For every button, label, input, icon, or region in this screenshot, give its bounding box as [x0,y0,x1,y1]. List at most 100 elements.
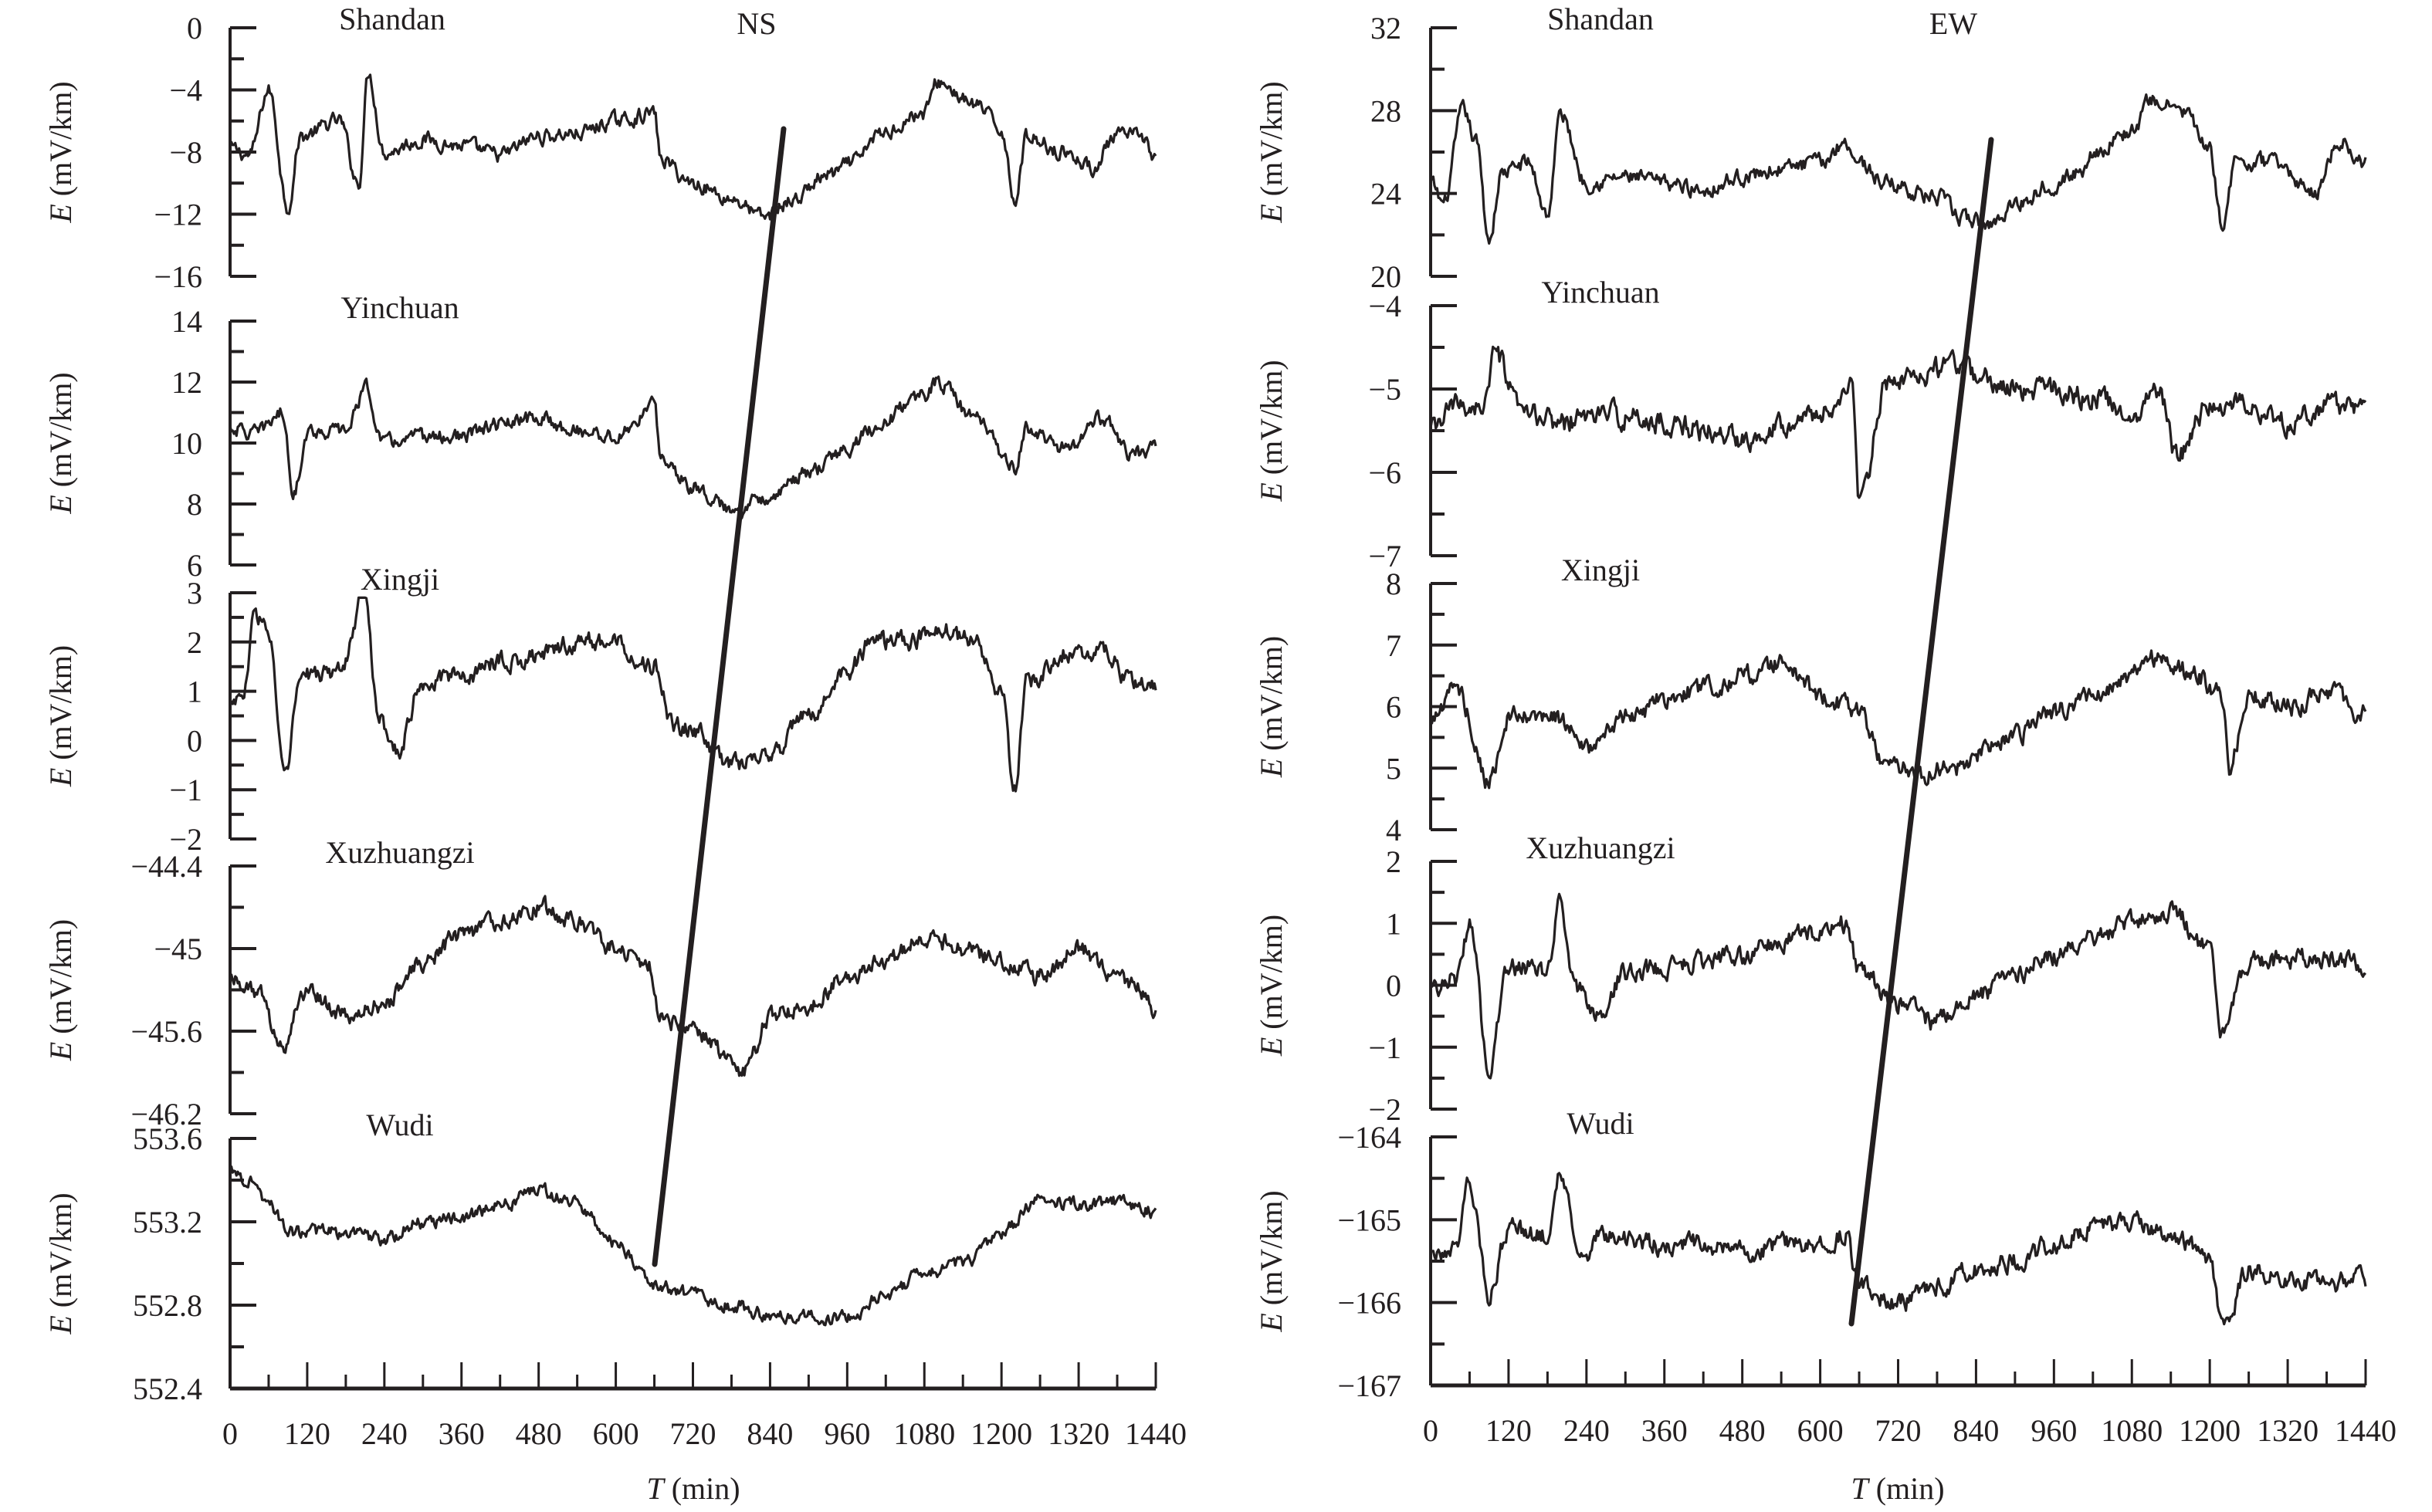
y-tick-label: 1 [187,675,202,709]
x-tick-label: 720 [670,1416,716,1451]
series-line-xuzhuangzi [1429,892,2367,1080]
x-tick-label: 1080 [893,1416,955,1451]
y-axis-title: E (mV/km) [1254,81,1289,223]
y-tick-label: 8 [1386,567,1401,601]
panel-wudi: −164 −165 −166 −167 Wudi E (mV/km) [1254,1106,2367,1403]
y-tick-label: −12 [154,198,202,232]
y-tick-label: 0 [187,723,202,758]
station-label: Yinchuan [1541,275,1659,310]
station-label: Xingji [1561,553,1640,587]
station-label: Yinchuan [340,290,459,325]
x-tick-label: 240 [1563,1413,1610,1448]
x-tick-label: 600 [1797,1413,1844,1448]
y-tick-label: 28 [1370,93,1401,128]
x-tick-label: 0 [222,1416,238,1451]
station-label: Shandan [1547,2,1654,36]
x-tick-label: 360 [1641,1413,1688,1448]
x-tick-label: 1320 [2257,1413,2319,1448]
y-tick-label: −4 [1368,289,1401,323]
y-tick-label: 2 [1386,844,1401,879]
y-tick-label: 552.8 [133,1288,202,1323]
y-tick-label: −45.6 [130,1014,202,1049]
y-tick-label: 3 [187,576,202,611]
panel-shandan: 0 −4 −8 −12 −16 Shandan E (mV/km) [43,2,1157,294]
y-tick-label: 553.2 [133,1205,202,1240]
y-tick-label: 4 [1386,813,1401,847]
y-tick-label: −1 [1368,1030,1401,1065]
y-tick-label: 552.4 [133,1372,202,1406]
x-tick-label: 480 [1719,1413,1766,1448]
x-axis: 0 120 240 360 480 600 720 840 960 1080 1200 1320 144… [1423,1359,2396,1448]
y-tick-label: −46.2 [130,1097,202,1131]
series-line-yinchuan [1429,345,2367,499]
x-tick-label: 1200 [970,1416,1032,1451]
x-tick-label: 1440 [2335,1413,2396,1448]
y-tick-label: 12 [171,365,202,400]
panel-xingji: 8 7 6 5 4 Xingji E (mV/km) [1254,553,2367,847]
x-tick-label: 1320 [1048,1416,1109,1451]
y-axis-title: E (mV/km) [43,372,78,514]
x-tick-label: 960 [2031,1413,2077,1448]
x-tick-label: 840 [747,1416,793,1451]
station-label: Shandan [339,2,445,36]
y-tick-label: 6 [1386,690,1401,725]
y-tick-label: 553.6 [133,1121,202,1156]
station-label: Wudi [366,1108,433,1142]
y-tick-label: 14 [171,304,202,339]
panel-wudi: 553.6 553.2 552.8 552.4 Wudi E (mV/km) [43,1108,1157,1406]
x-tick-label: 960 [824,1416,870,1451]
y-axis-title: E (mV/km) [43,919,78,1061]
propagation-trend-line [652,126,787,1267]
x-tick-label: 1080 [2101,1413,2163,1448]
series-line-wudi [229,1165,1157,1327]
y-tick-label: −1 [169,773,202,807]
y-tick-label: −165 [1337,1202,1401,1237]
y-tick-label: −6 [1368,455,1401,490]
y-axis-title: E (mV/km) [43,81,78,223]
y-tick-label: −8 [169,135,202,170]
y-axis-title: E (mV/km) [1254,636,1289,778]
y-tick-label: −45 [154,932,202,966]
series-line-shandan [229,73,1157,221]
x-tick-label: 240 [361,1416,408,1451]
x-tick-label: 120 [1485,1413,1532,1448]
panel-yinchuan: −4 −5 −6 −7 Yinchuan E (mV/km) [1254,275,2367,573]
y-axis-title: E (mV/km) [1254,1190,1289,1332]
y-axis-title: E (mV/km) [1254,915,1289,1057]
y-tick-label: 0 [1386,969,1401,1003]
y-tick-label: 5 [1386,751,1401,786]
series-line-yinchuan [229,375,1157,519]
y-axis-title: E (mV/km) [43,1192,78,1334]
x-tick-label: 360 [439,1416,485,1451]
y-tick-label: −7 [1368,539,1401,573]
x-tick-label: 480 [516,1416,562,1451]
y-tick-label: 8 [187,487,202,522]
y-tick-label: 1 [1386,906,1401,941]
y-tick-label: −164 [1337,1120,1401,1155]
panel-xuzhuangzi: −44.4 −45 −45.6 −46.2 Xuzhuangzi E (mV/km) [43,835,1157,1131]
series-line-xingji [229,596,1157,793]
y-tick-label: −16 [154,259,202,294]
x-axis: 0 120 240 360 480 600 720 840 960 1080 1200 1320 144… [222,1362,1187,1451]
propagation-trend-line [1848,137,1994,1327]
y-axis-title: E (mV/km) [43,645,78,787]
y-tick-label: −4 [169,73,202,108]
y-tick-label: −2 [169,822,202,857]
y-tick-label: 32 [1370,11,1401,46]
x-tick-label: 1440 [1125,1416,1187,1451]
y-tick-label: −2 [1368,1092,1401,1127]
x-tick-label: 720 [1875,1413,1922,1448]
panel-shandan: 32 28 24 20 Shandan E (mV/km) [1254,2,2367,294]
series-line-wudi [1429,1172,2367,1326]
y-tick-label: −44.4 [130,849,202,884]
panel-xingji: 3 2 1 0 −1 −2 Xingji E (mV/km) [43,562,1157,857]
ns-component-label: NS [737,6,776,41]
ns-x-axis-title: T (min) [646,1471,740,1506]
y-tick-label: 10 [171,426,202,461]
series-line-shandan [1429,93,2367,245]
series-line-xuzhuangzi [229,895,1157,1077]
station-label: Wudi [1567,1106,1634,1141]
